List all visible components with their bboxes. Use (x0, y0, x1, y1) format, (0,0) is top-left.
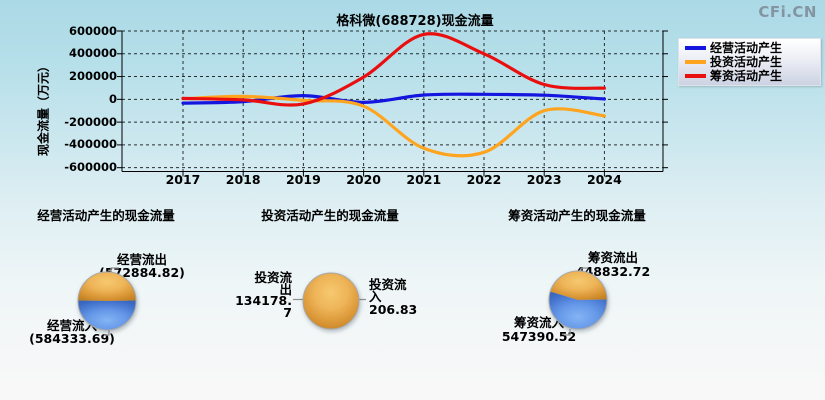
pie-label-line: 投资流 (369, 277, 407, 292)
pie-label-line: 经营流出 (116, 252, 167, 267)
legend-label: 筹资活动产生 (710, 68, 783, 83)
line-chart (117, 30, 668, 177)
pie-label-line: 筹资流出 (587, 249, 638, 265)
pie-label-line: 出 (279, 281, 292, 297)
pie-label-line: 7 (283, 304, 292, 320)
axes (117, 30, 668, 177)
y-tick-label: 400000 (68, 46, 117, 61)
pie-label-line: (584333.69) (29, 330, 115, 346)
legend-item: 经营活动产生 (685, 41, 820, 55)
pie-chart (302, 272, 359, 330)
pie-label-line: 入 (369, 289, 382, 305)
y-tick-label: -200000 (64, 114, 117, 129)
y-tick-label: -600000 (64, 160, 117, 175)
series-line (181, 32, 606, 107)
pie-label-line: 筹资流入 (513, 314, 564, 330)
pie-slice-label: 投资流出 134178. 7 (230, 270, 292, 320)
legend-swatch-line (685, 60, 706, 64)
y-tick-label: 600000 (68, 23, 117, 38)
pie-slice (549, 270, 607, 300)
pie-label-line: 134178. (235, 293, 292, 309)
pie-label-line: 206.83 (369, 301, 418, 317)
x-tick-label: 2022 (466, 172, 502, 187)
pie-label-line: 547390.52 (501, 328, 577, 344)
pie-label-line: 投资流 (254, 270, 292, 285)
x-tick-label: 2019 (285, 172, 321, 187)
pie-label-line: 经营流入 (46, 317, 97, 333)
pie-slice-label: 筹资流出 448832.72 (563, 249, 663, 279)
pie-section-title: 投资活动产生的现金流量 (261, 208, 399, 223)
cfi-logo: CFi.CN (758, 3, 817, 21)
pie-slice (548, 291, 607, 329)
x-tick-label: 2023 (526, 172, 562, 187)
x-tick-label: 2021 (406, 172, 442, 187)
pie-slice (302, 273, 359, 329)
y-tick-label: 0 (108, 91, 117, 106)
pie-section-title: 经营活动产生的现金流量 (37, 208, 175, 223)
pie-chart (548, 270, 607, 330)
legend-swatch-line (685, 46, 706, 50)
y-tick-label: -400000 (64, 137, 117, 152)
pie-slice-label: 经营流入 (584333.69) (22, 319, 122, 345)
y-tick-label: 200000 (68, 69, 117, 84)
series-line (181, 94, 606, 158)
x-tick-label: 2017 (165, 172, 201, 187)
pie-label-line: 448832.72 (575, 263, 651, 279)
legend-item: 投资活动产生 (685, 55, 820, 69)
pie-chart (77, 271, 137, 331)
x-tick-label: 2020 (346, 172, 381, 187)
pie-slice-label: 筹资流入 547390.52 (489, 314, 589, 344)
legend-item: 筹资活动产生 (685, 69, 820, 83)
pie-border (77, 271, 137, 331)
legend: 经营活动产生 投资活动产生 筹资活动产生 (678, 38, 821, 86)
line-chart-title: 格科微(688728)现金流量 (336, 14, 494, 29)
x-tick-label: 2018 (225, 172, 261, 187)
pie-slice (78, 271, 136, 301)
pie-border (548, 270, 607, 330)
pie-slice (78, 300, 136, 330)
legend-label: 投资活动产生 (710, 54, 783, 69)
x-tick-label: 2024 (586, 172, 622, 187)
legend-label: 经营活动产生 (710, 40, 783, 55)
pie-border (302, 272, 359, 330)
pie-section-title: 筹资活动产生的现金流量 (508, 208, 646, 223)
legend-swatch-line (685, 74, 706, 78)
pie-slice-label: 投资流入 206.83 (369, 277, 431, 317)
